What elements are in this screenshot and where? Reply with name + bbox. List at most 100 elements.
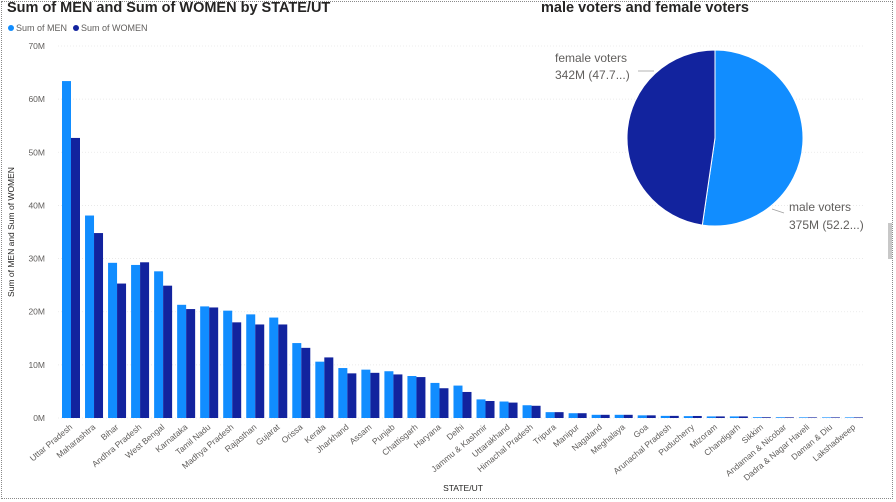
bar-women[interactable] bbox=[393, 374, 403, 418]
bar-men[interactable] bbox=[683, 416, 693, 418]
bar-women[interactable] bbox=[669, 415, 679, 418]
bar-women[interactable] bbox=[531, 405, 541, 418]
bar-men[interactable] bbox=[315, 361, 325, 418]
y-tick-label: 70M bbox=[28, 41, 45, 51]
x-axis-title: STATE/UT bbox=[443, 483, 483, 493]
bar-men[interactable] bbox=[844, 417, 854, 418]
bar-men[interactable] bbox=[591, 414, 601, 418]
bar-women[interactable] bbox=[186, 309, 196, 418]
bar-men[interactable] bbox=[223, 310, 233, 418]
bar-men[interactable] bbox=[85, 215, 95, 418]
bar-chart-legend[interactable]: Sum of MEN Sum of WOMEN bbox=[8, 23, 154, 33]
y-axis-ticks: 0M 10M 20M 30M 40M 50M 60M 70M bbox=[28, 41, 45, 423]
bar-women[interactable] bbox=[577, 413, 587, 418]
bar-men[interactable] bbox=[821, 417, 831, 418]
bar-women[interactable] bbox=[784, 417, 794, 418]
x-tick-label: Gujarat bbox=[254, 421, 282, 447]
bar-women[interactable] bbox=[853, 417, 863, 418]
bar-women[interactable] bbox=[807, 417, 817, 418]
bar-women[interactable] bbox=[301, 347, 311, 418]
pie-label-male-name: male voters bbox=[789, 200, 851, 214]
bar-women[interactable] bbox=[554, 412, 564, 418]
bar-men[interactable] bbox=[453, 385, 463, 418]
bar-men[interactable] bbox=[292, 343, 302, 418]
bar-men[interactable] bbox=[476, 399, 486, 418]
legend-label-women: Sum of WOMEN bbox=[81, 23, 148, 33]
bar-women[interactable] bbox=[140, 262, 150, 418]
bar-men[interactable] bbox=[200, 306, 210, 418]
pie-label-male-value: 375M (52.2...) bbox=[789, 218, 864, 232]
bar-men[interactable] bbox=[499, 401, 509, 418]
y-tick-label: 60M bbox=[28, 94, 45, 104]
bar-women[interactable] bbox=[370, 372, 380, 418]
bar-men[interactable] bbox=[706, 416, 716, 418]
bar-women[interactable] bbox=[347, 373, 357, 418]
bar-women[interactable] bbox=[117, 283, 127, 418]
bar-men[interactable] bbox=[361, 369, 371, 418]
bar-women[interactable] bbox=[738, 416, 748, 418]
bar-women[interactable] bbox=[94, 233, 104, 418]
bar-women[interactable] bbox=[324, 357, 334, 418]
bar-men[interactable] bbox=[752, 417, 762, 418]
bar-men[interactable] bbox=[384, 371, 394, 418]
bar-women[interactable] bbox=[439, 388, 449, 418]
bar-men[interactable] bbox=[269, 317, 279, 418]
bar-men[interactable] bbox=[522, 405, 532, 418]
pie-leader-male bbox=[771, 208, 785, 214]
scroll-handle[interactable] bbox=[888, 223, 892, 259]
bar-men[interactable] bbox=[614, 414, 624, 418]
bar-men[interactable] bbox=[568, 413, 578, 418]
bar-women[interactable] bbox=[232, 322, 242, 418]
bar-men[interactable] bbox=[246, 314, 256, 418]
bar-men[interactable] bbox=[177, 304, 187, 418]
pie-marks[interactable] bbox=[626, 49, 804, 227]
bar-women[interactable] bbox=[761, 417, 771, 418]
pie-slice-female[interactable] bbox=[626, 49, 716, 226]
y-tick-label: 30M bbox=[28, 254, 45, 264]
bar-women[interactable] bbox=[600, 414, 610, 418]
legend-item-men[interactable]: Sum of MEN bbox=[8, 23, 67, 33]
pie-slice-male[interactable] bbox=[701, 49, 804, 227]
bar-men[interactable] bbox=[545, 412, 555, 418]
bar-women[interactable] bbox=[255, 324, 265, 418]
bar-women[interactable] bbox=[209, 307, 219, 418]
legend-item-women[interactable]: Sum of WOMEN bbox=[73, 23, 148, 33]
legend-dot-women bbox=[73, 25, 80, 31]
y-axis-title: Sum of MEN and Sum of WOMEN bbox=[6, 167, 16, 297]
bar-men[interactable] bbox=[108, 262, 118, 418]
bar-men[interactable] bbox=[407, 376, 417, 418]
bar-women[interactable] bbox=[830, 417, 840, 418]
bar-women[interactable] bbox=[462, 391, 472, 418]
bar-women[interactable] bbox=[715, 416, 725, 418]
bar-marks[interactable] bbox=[62, 81, 863, 419]
bar-men[interactable] bbox=[660, 415, 670, 418]
pie-chart-title: male voters and female voters bbox=[541, 0, 749, 16]
bar-men[interactable] bbox=[775, 417, 785, 418]
bar-women[interactable] bbox=[163, 285, 173, 418]
bar-chart-title: Sum of MEN and Sum of WOMEN by STATE/UT bbox=[7, 0, 331, 16]
y-tick-label: 50M bbox=[28, 147, 45, 157]
bar-women[interactable] bbox=[416, 377, 426, 418]
bar-men[interactable] bbox=[62, 81, 71, 419]
bar-women[interactable] bbox=[71, 137, 80, 419]
bar-men[interactable] bbox=[729, 416, 739, 418]
pie-label-female: female voters 342M (47.7...) bbox=[555, 51, 654, 82]
legend-dot-men bbox=[8, 25, 14, 31]
bar-women[interactable] bbox=[646, 415, 656, 418]
y-tick-label: 20M bbox=[28, 307, 45, 317]
bar-men[interactable] bbox=[637, 415, 647, 418]
bar-women[interactable] bbox=[485, 400, 495, 418]
bar-men[interactable] bbox=[798, 417, 808, 418]
bar-women[interactable] bbox=[692, 415, 702, 418]
bar-men[interactable] bbox=[338, 368, 348, 418]
bar-women[interactable] bbox=[508, 402, 518, 418]
y-tick-label: 10M bbox=[28, 360, 45, 370]
x-tick-label: Assam bbox=[347, 422, 373, 446]
bar-women[interactable] bbox=[278, 324, 288, 418]
bar-women[interactable] bbox=[623, 414, 633, 418]
bar-men[interactable] bbox=[131, 264, 141, 418]
bar-men[interactable] bbox=[154, 271, 164, 418]
bar-men[interactable] bbox=[430, 382, 440, 418]
